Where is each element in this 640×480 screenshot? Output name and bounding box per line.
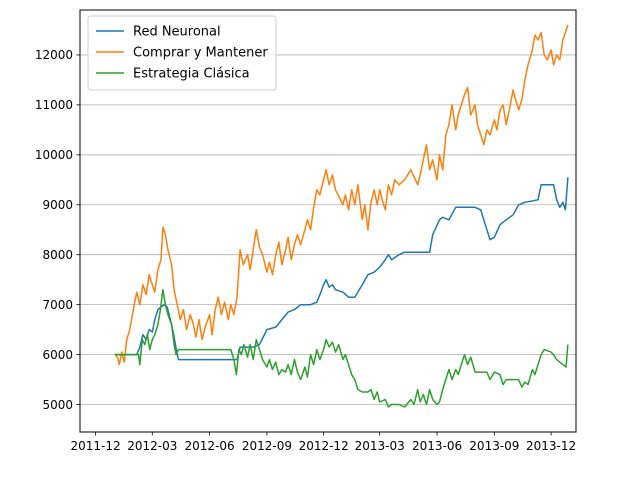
series-lines [114, 24, 569, 408]
y-tick-label: 9000 [42, 198, 73, 212]
x-tick-label: 2012-03 [127, 439, 177, 453]
x-tick-label: 2012-06 [185, 439, 235, 453]
series-line-1 [114, 24, 569, 366]
y-tick-label: 6000 [42, 348, 73, 362]
x-tick-label: 2012-12 [299, 439, 349, 453]
x-tick-label: 2013-03 [355, 439, 405, 453]
legend-label: Estrategia Clásica [133, 67, 250, 82]
x-tick-label: 2011-12 [71, 439, 121, 453]
x-tick-label: 2013-09 [469, 439, 519, 453]
axes [79, 9, 577, 433]
y-tick-label: 7000 [42, 298, 73, 312]
legend-label: Comprar y Mantener [133, 46, 268, 61]
y-tick-label: 12000 [35, 48, 73, 62]
y-tick-label: 8000 [42, 248, 73, 262]
plot-frame [79, 9, 577, 433]
y-axis-ticks: 5000 6000 7000 8000 9000 10000 11000 12000 [35, 48, 80, 412]
series-line-0 [114, 177, 569, 361]
y-tick-label: 10000 [35, 148, 73, 162]
legend-box [87, 15, 277, 91]
x-tick-label: 2013-06 [412, 439, 462, 453]
legend: Red Neuronal Comprar y Mantener Estrategia… [87, 15, 277, 91]
series-line-2 [114, 288, 569, 408]
y-tick-label: 5000 [42, 398, 73, 412]
x-tick-label: 2013-12 [526, 439, 576, 453]
y-tick-label: 11000 [35, 98, 73, 112]
legend-label: Red Neuronal [133, 25, 221, 40]
grid-lines [80, 54, 576, 405]
x-tick-label: 2012-09 [242, 439, 292, 453]
x-axis-ticks: 2011-12 2012-03 2012-06 2012-09 2012-12 2013-… [71, 432, 576, 453]
